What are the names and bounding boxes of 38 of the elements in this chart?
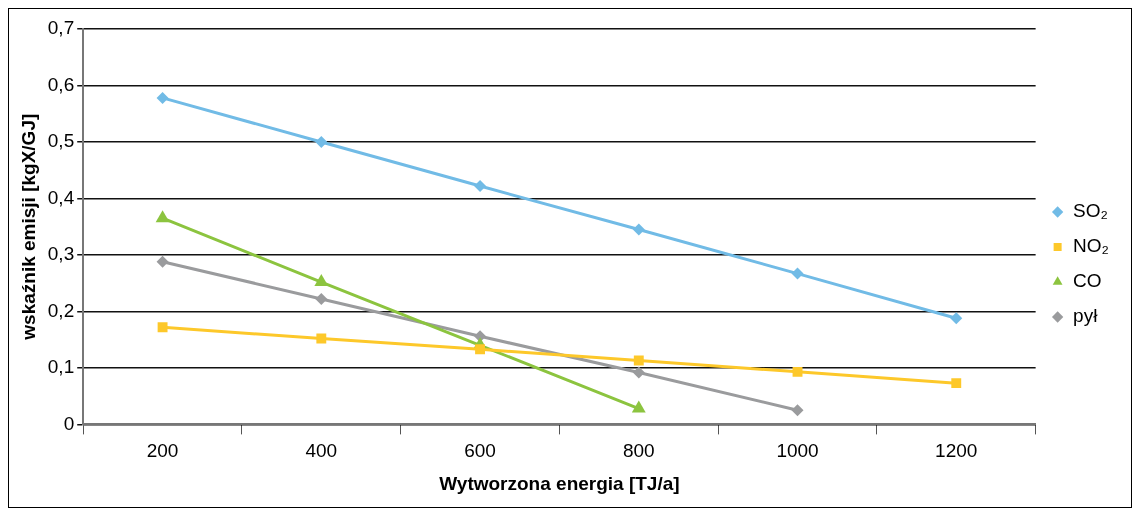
y-tick-label: 0,5 bbox=[47, 130, 75, 152]
x-tick-label: 400 bbox=[305, 440, 338, 462]
point bbox=[315, 293, 328, 305]
y-tick-label: 0,7 bbox=[47, 17, 75, 39]
point bbox=[792, 366, 803, 377]
point bbox=[633, 355, 644, 366]
y-tick-label: 0,6 bbox=[47, 73, 75, 95]
legend-label: SO₂ bbox=[1073, 200, 1108, 222]
point bbox=[791, 267, 804, 280]
point bbox=[475, 344, 485, 355]
y-tick-label: 0,2 bbox=[47, 299, 75, 321]
point bbox=[156, 91, 169, 104]
point bbox=[632, 366, 645, 379]
point bbox=[156, 255, 169, 268]
y-tick-label: 0,4 bbox=[47, 186, 75, 208]
legend-label: pył bbox=[1073, 305, 1099, 327]
point bbox=[316, 333, 327, 344]
x-tick-label: 600 bbox=[464, 440, 496, 462]
x-tick-label: 1200 bbox=[935, 440, 978, 462]
point bbox=[951, 378, 962, 389]
point bbox=[632, 223, 645, 236]
point bbox=[950, 312, 963, 325]
legend-label: CO bbox=[1073, 270, 1102, 292]
y-tick-label: 0 bbox=[63, 412, 75, 434]
x-tick-label: 800 bbox=[622, 440, 655, 462]
point bbox=[791, 404, 804, 417]
x-axis-title: Wytworzona energia [TJ/a] bbox=[439, 472, 680, 494]
y-axis-title: wskaźnik emisji [kgX/GJ] bbox=[17, 113, 39, 341]
point bbox=[315, 135, 328, 148]
x-tick-label: 200 bbox=[146, 440, 179, 462]
point bbox=[155, 210, 170, 223]
x-tick-label: 1000 bbox=[776, 440, 819, 462]
point bbox=[157, 322, 168, 333]
point bbox=[314, 274, 329, 287]
y-tick-label: 0,1 bbox=[47, 356, 75, 378]
point bbox=[474, 180, 487, 193]
y-tick-label: 0,3 bbox=[47, 243, 75, 265]
legend-label: NO₂ bbox=[1073, 235, 1110, 257]
